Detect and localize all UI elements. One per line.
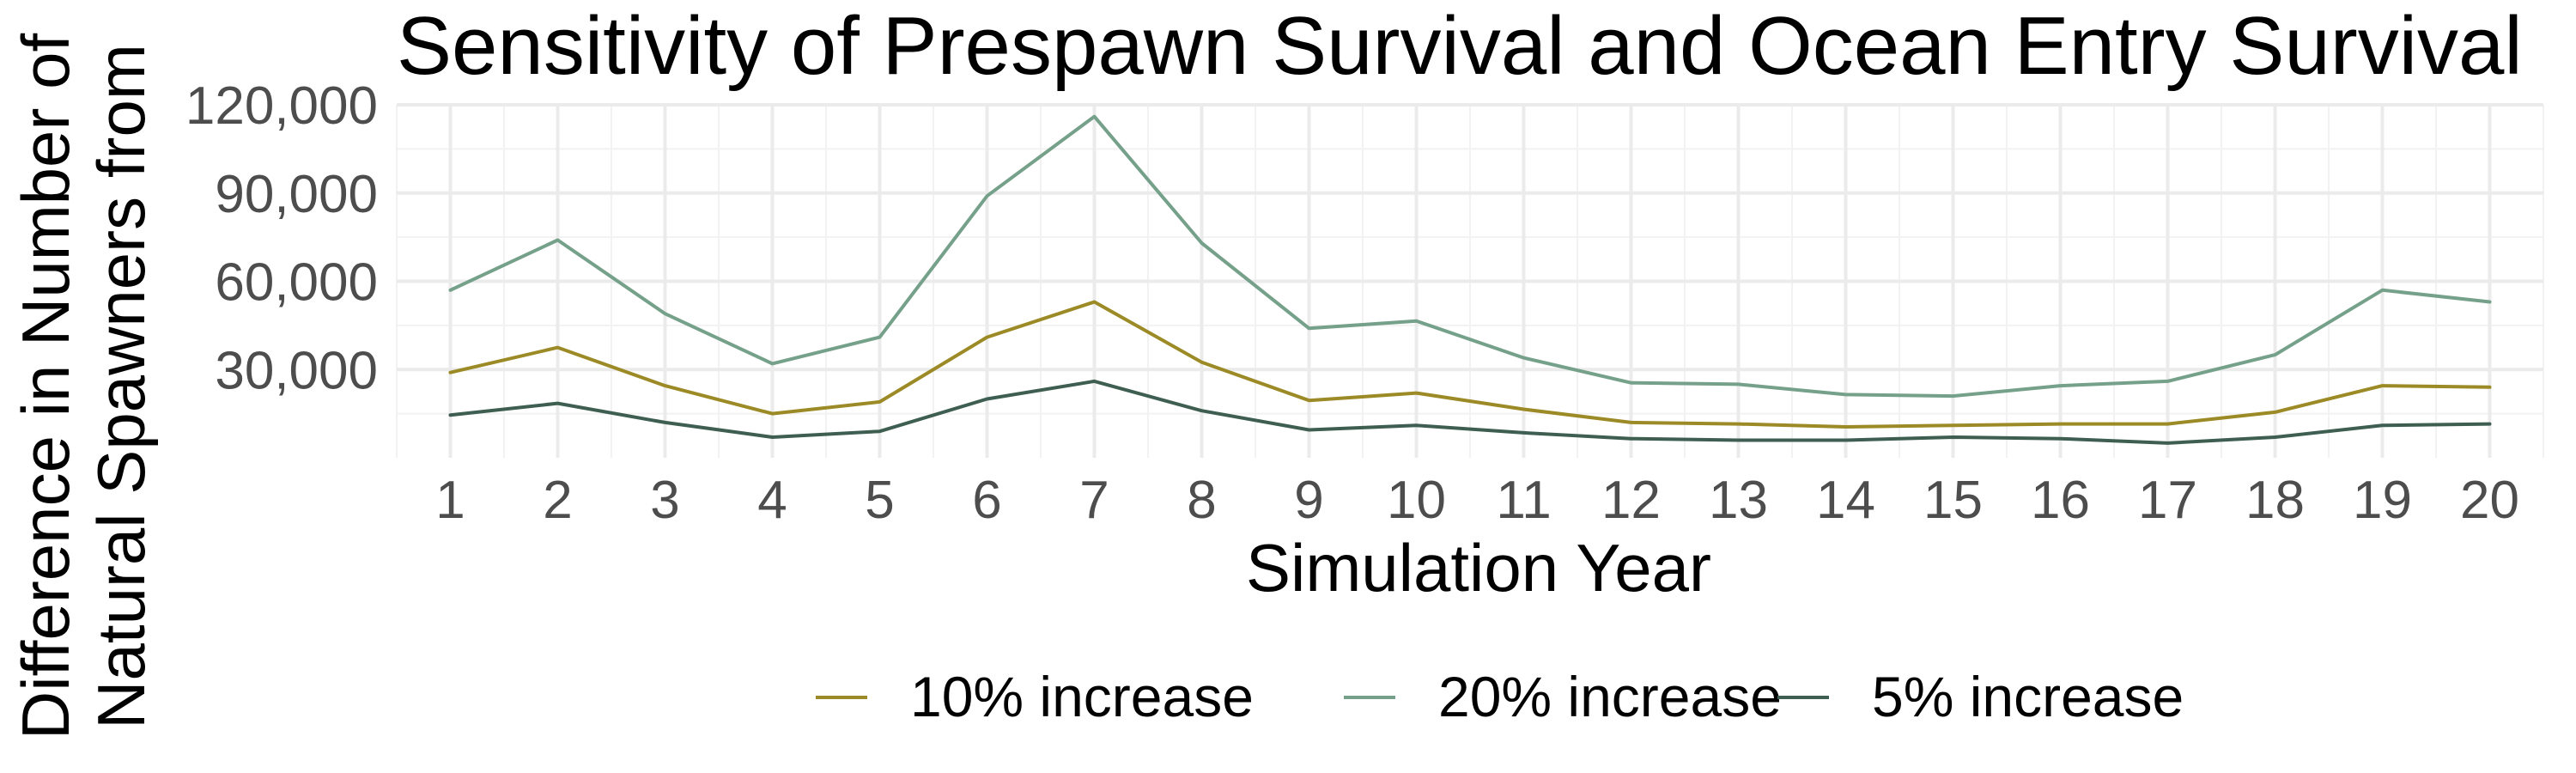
x-axis-title: Simulation Year	[1246, 530, 1711, 606]
x-tick-label: 17	[2138, 471, 2197, 530]
legend-item: 20% increase	[1344, 665, 1782, 728]
x-tick-label: 13	[1709, 471, 1768, 530]
x-tick-label: 9	[1294, 471, 1323, 530]
x-tick-label: 7	[1079, 471, 1109, 530]
legend-item: 5% increase	[1777, 665, 2184, 728]
series-line-2	[448, 114, 2492, 399]
x-tick-label: 18	[2245, 471, 2305, 530]
y-axis-title-line-1: Difference in Number of	[8, 33, 83, 740]
x-tick-label: 8	[1187, 471, 1216, 530]
x-tick-label: 14	[1816, 471, 1875, 530]
y-axis-title: Difference in Number of Natural Spawners…	[8, 33, 159, 740]
x-tick-label: 1	[435, 471, 465, 530]
x-tick-label: 2	[543, 471, 572, 530]
series-line-3	[448, 379, 2492, 445]
x-tick-label: 15	[1923, 471, 1983, 530]
legend-label: 10% increase	[910, 665, 1254, 728]
y-tick-label: 60,000	[215, 253, 378, 313]
x-tick-label: 19	[2353, 471, 2412, 530]
x-tick-label: 6	[972, 471, 1001, 530]
y-tick-label: 120,000	[185, 76, 378, 136]
x-tick-label: 16	[2031, 471, 2090, 530]
x-axis-ticks: 1 2 3 4 5 6 7 8 9 10 11 12 13 14 15 16 17 18 19 20	[435, 471, 2519, 530]
y-axis-title-line-2: Natural Spawners from	[83, 44, 159, 729]
x-tick-label: 11	[1496, 471, 1551, 530]
legend-label: 20% increase	[1438, 665, 1782, 728]
y-tick-label: 90,000	[215, 165, 378, 224]
legend: 10% increase 20% increase 5% increase	[816, 665, 2184, 728]
y-tick-label: 30,000	[215, 341, 378, 400]
x-tick-label: 4	[757, 471, 787, 530]
x-tick-label: 20	[2460, 471, 2519, 530]
x-tick-label: 12	[1601, 471, 1661, 530]
plot-panel	[396, 103, 2544, 458]
y-axis-ticks: 30,000 60,000 90,000 120,000	[185, 76, 378, 400]
legend-label: 5% increase	[1872, 665, 2184, 728]
series-lines	[448, 114, 2492, 445]
x-tick-label: 3	[650, 471, 679, 530]
series-line-1	[448, 300, 2492, 429]
legend-item: 10% increase	[816, 665, 1254, 728]
x-tick-label: 5	[865, 471, 894, 530]
x-tick-label: 10	[1387, 471, 1446, 530]
chart-title: Sensitivity of Prespawn Survival and Oce…	[397, 0, 2523, 92]
